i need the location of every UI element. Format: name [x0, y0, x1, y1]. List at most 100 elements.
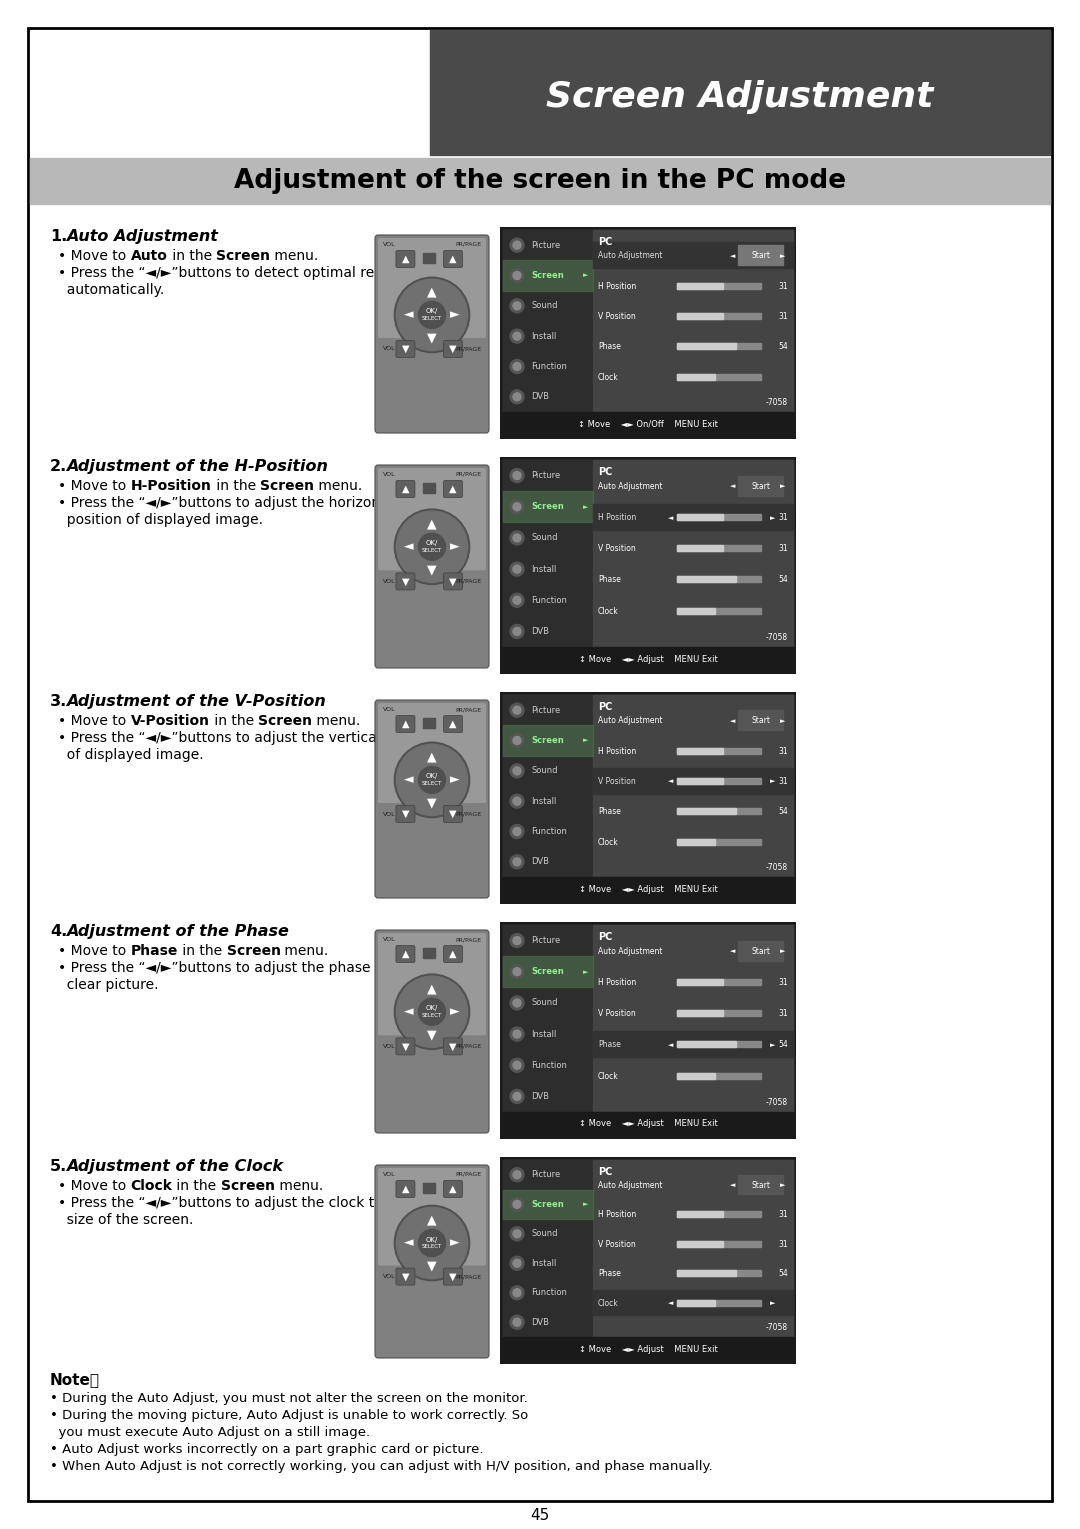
Text: ▼: ▼ [428, 797, 436, 809]
Text: -7058: -7058 [766, 862, 788, 872]
Text: ▲: ▲ [428, 286, 436, 298]
FancyBboxPatch shape [375, 700, 489, 898]
Bar [593, 242, 793, 268]
Circle shape [510, 794, 524, 809]
Circle shape [513, 534, 521, 541]
Text: Adjustment of the screen in the PC mode: Adjustment of the screen in the PC mode [234, 168, 846, 194]
Text: ▼: ▼ [402, 576, 409, 587]
Bar [593, 460, 793, 647]
Circle shape [513, 827, 521, 835]
Text: Screen: Screen [227, 943, 281, 959]
Bar [593, 768, 793, 794]
Text: VOL: VOL [383, 937, 395, 942]
Circle shape [418, 998, 446, 1026]
Circle shape [510, 1090, 524, 1104]
Text: Phase: Phase [598, 807, 621, 816]
Bar [593, 1290, 793, 1315]
Bar [677, 1211, 724, 1217]
Text: 31: 31 [779, 979, 788, 988]
Text: ▼: ▼ [449, 344, 457, 355]
Circle shape [513, 1260, 521, 1268]
Text: PR/PAGE: PR/PAGE [455, 242, 481, 248]
FancyBboxPatch shape [444, 1268, 462, 1284]
Text: in the: in the [212, 479, 260, 492]
Text: PR/PAGE: PR/PAGE [455, 472, 481, 477]
Bar [738, 245, 783, 265]
FancyBboxPatch shape [378, 933, 486, 1035]
Bar [503, 696, 793, 878]
Bar [503, 411, 793, 436]
FancyBboxPatch shape [444, 480, 462, 497]
Circle shape [510, 359, 524, 373]
Text: ↕ Move    ◄► Adjust    MENU Exit: ↕ Move ◄► Adjust MENU Exit [579, 654, 717, 664]
Text: Clock: Clock [598, 1298, 619, 1307]
FancyBboxPatch shape [396, 716, 415, 732]
Text: 31: 31 [779, 281, 788, 291]
Text: Sound: Sound [531, 1229, 557, 1238]
Text: ►: ► [780, 483, 785, 489]
Bar [503, 647, 793, 671]
FancyBboxPatch shape [444, 1180, 462, 1197]
Circle shape [510, 239, 524, 252]
Circle shape [510, 1058, 524, 1072]
Text: • Move to: • Move to [58, 943, 131, 959]
FancyBboxPatch shape [396, 1038, 415, 1055]
FancyBboxPatch shape [444, 341, 462, 358]
Text: • Press the “◄/►”buttons to adjust the horizontal: • Press the “◄/►”buttons to adjust the h… [58, 495, 399, 511]
Text: Function: Function [531, 827, 567, 836]
Text: ►: ► [582, 969, 588, 976]
Text: DVB: DVB [531, 627, 549, 636]
Text: 1.: 1. [50, 229, 67, 245]
Text: PC: PC [598, 237, 612, 248]
Bar [677, 283, 724, 289]
Text: ◄: ◄ [404, 540, 414, 553]
Bar [677, 1271, 735, 1277]
Text: 54: 54 [779, 342, 788, 352]
Text: Function: Function [531, 596, 567, 605]
Bar [677, 344, 761, 349]
Text: SELECT: SELECT [422, 781, 442, 786]
Circle shape [510, 1315, 524, 1329]
Text: ▲: ▲ [428, 982, 436, 995]
Text: ▲: ▲ [428, 751, 436, 763]
Text: VOL: VOL [383, 1173, 395, 1177]
Bar [677, 838, 715, 844]
Circle shape [418, 1229, 446, 1257]
Bar [423, 948, 435, 959]
Circle shape [510, 329, 524, 342]
Circle shape [510, 298, 524, 313]
Circle shape [510, 1226, 524, 1240]
Circle shape [513, 1031, 521, 1038]
FancyBboxPatch shape [375, 930, 489, 1133]
Text: Function: Function [531, 362, 567, 372]
Text: ▲: ▲ [428, 517, 436, 531]
Bar [500, 457, 796, 674]
FancyBboxPatch shape [378, 239, 486, 338]
Text: Screen: Screen [216, 249, 270, 263]
Text: menu.: menu. [281, 943, 328, 959]
FancyBboxPatch shape [396, 945, 415, 962]
Bar [503, 229, 793, 411]
Bar [738, 1174, 783, 1194]
Text: 31: 31 [779, 1009, 788, 1018]
Text: • During the Auto Adjust, you must not alter the screen on the monitor.: • During the Auto Adjust, you must not a… [50, 1391, 528, 1405]
Circle shape [394, 742, 470, 818]
Bar [677, 1011, 724, 1017]
Text: Install: Install [531, 1029, 556, 1038]
Text: Clock: Clock [598, 838, 619, 847]
Text: Auto Adjustment: Auto Adjustment [66, 229, 218, 245]
Text: 4.: 4. [50, 924, 67, 939]
Text: in the: in the [173, 1179, 221, 1193]
Bar [677, 1300, 715, 1306]
Text: menu.: menu. [314, 479, 362, 492]
Bar [503, 260, 593, 291]
Text: ◄: ◄ [730, 948, 735, 954]
Bar [738, 476, 783, 495]
Text: ►: ► [780, 252, 785, 258]
Text: ◄: ◄ [730, 1182, 735, 1188]
Bar [677, 373, 715, 379]
Text: ↕ Move    ◄► Adjust    MENU Exit: ↕ Move ◄► Adjust MENU Exit [579, 884, 717, 893]
Bar [423, 1183, 435, 1193]
Text: ▲: ▲ [402, 254, 409, 265]
Bar [677, 838, 761, 844]
